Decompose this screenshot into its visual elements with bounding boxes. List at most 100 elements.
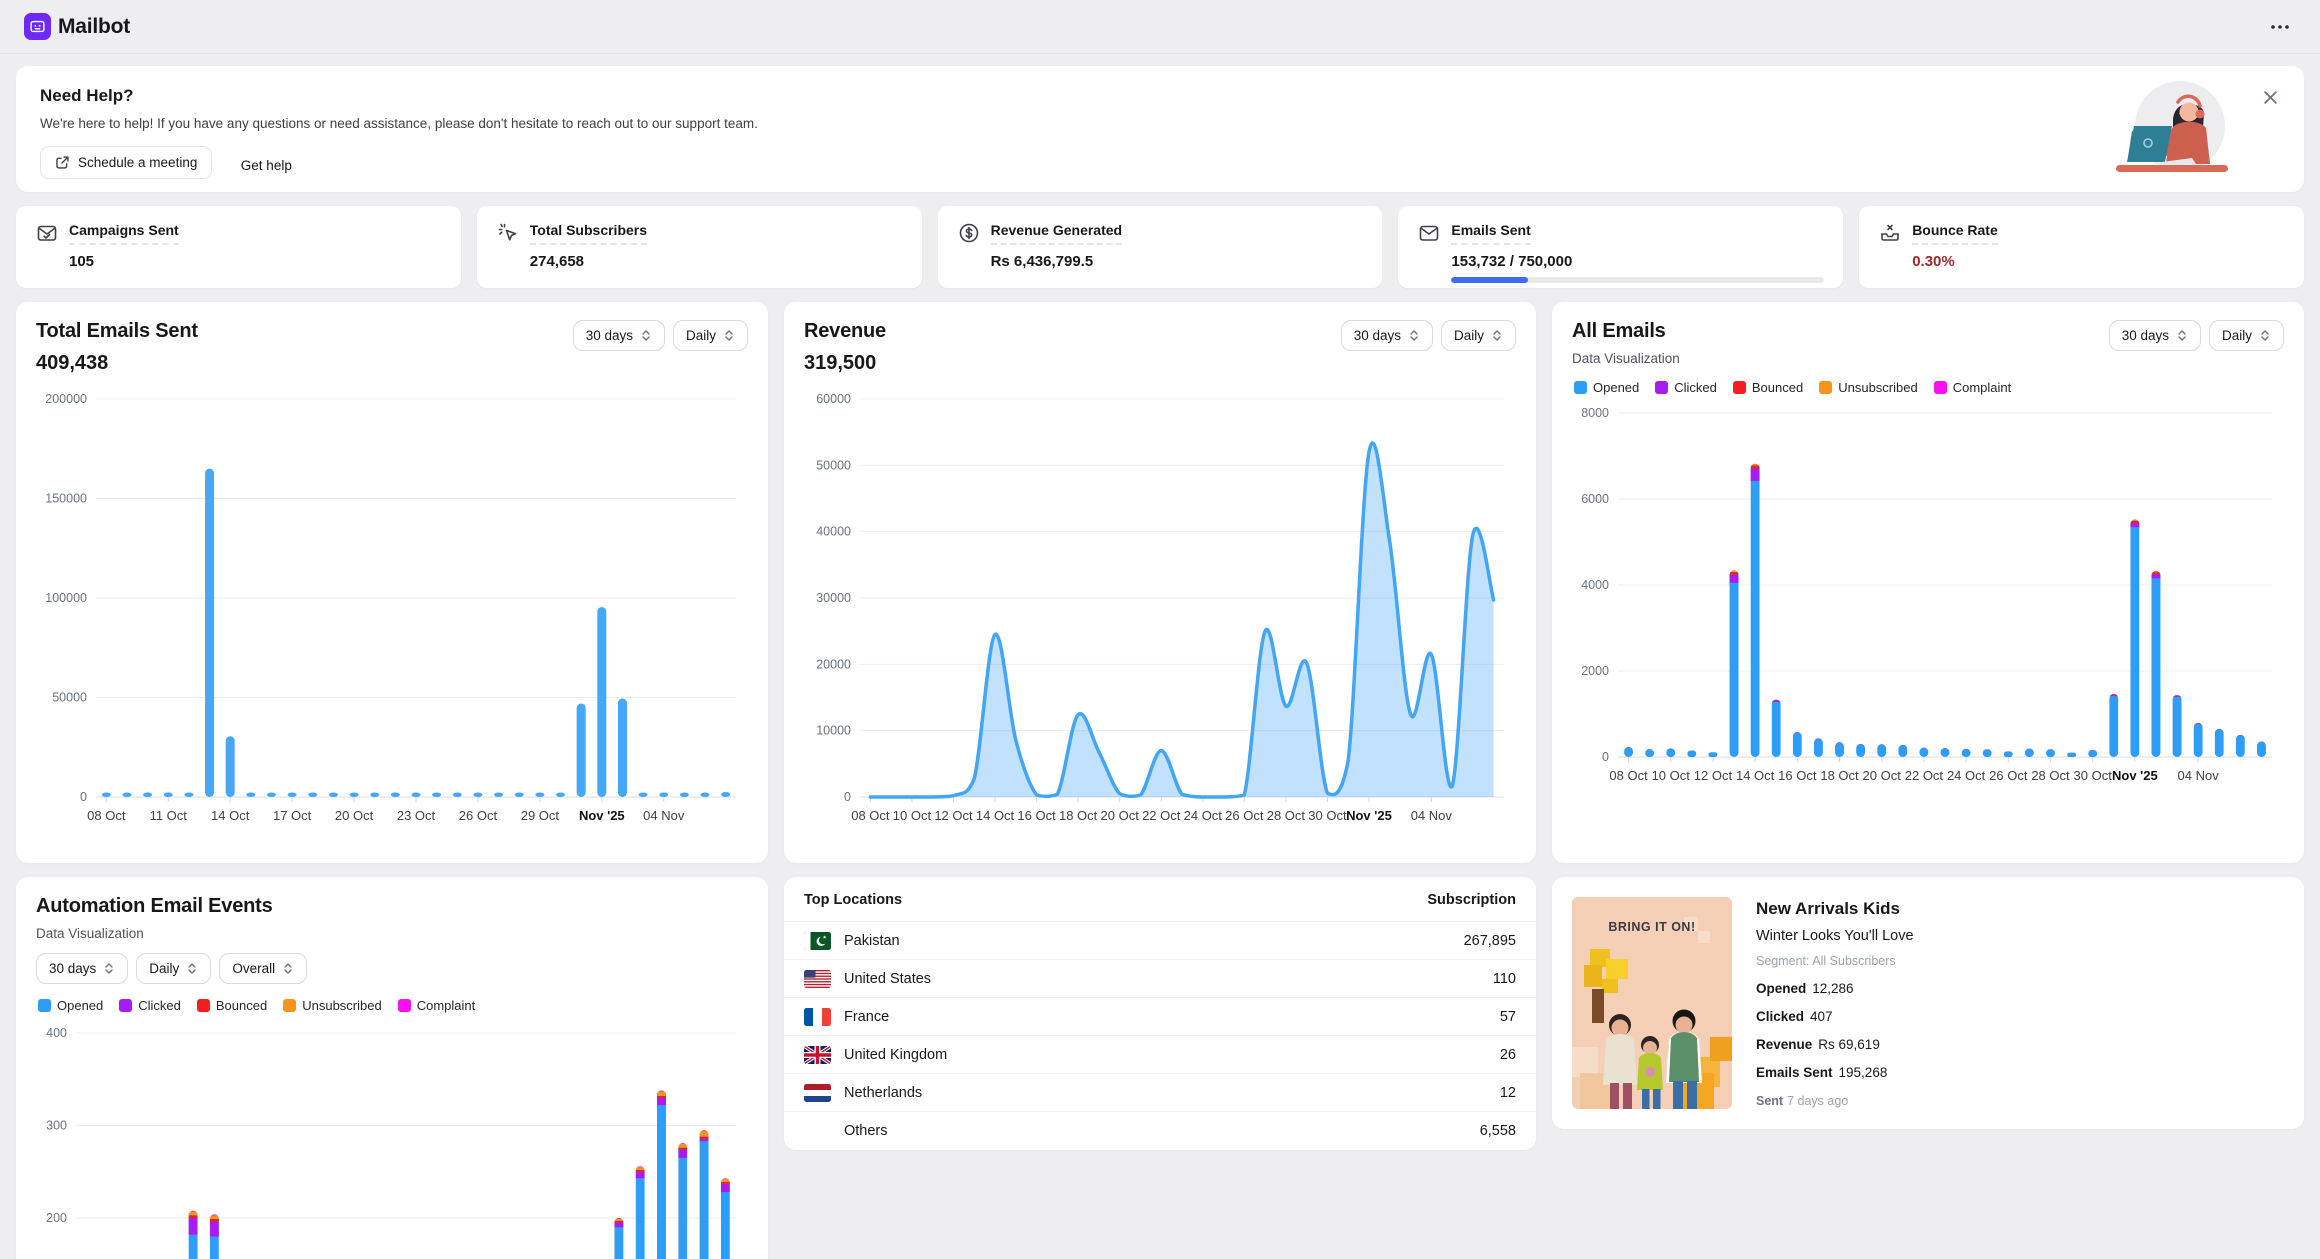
inbox-x-icon (1878, 221, 1902, 245)
svg-text:04 Nov: 04 Nov (643, 808, 685, 823)
stat-value: 153,732 / 750,000 (1451, 253, 1824, 270)
frequency-select[interactable]: Daily (2209, 320, 2284, 351)
subscription-count: 26 (1500, 1047, 1516, 1063)
frequency-select-value: Daily (686, 328, 716, 343)
svg-text:17 Oct: 17 Oct (273, 808, 312, 823)
location-row: Others 6,558 (784, 1112, 1536, 1150)
emails-sent-progress-fill (1451, 277, 1527, 283)
legend-item: Opened (38, 998, 103, 1013)
bottom-row: Automation Email Events Data Visualizati… (16, 877, 2304, 1259)
legend-swatch (1819, 381, 1832, 394)
legend-item: Unsubscribed (283, 998, 382, 1013)
legend-item: Complaint (1934, 380, 2012, 395)
stat-label: Bounce Rate (1912, 222, 1998, 245)
legend-item: Opened (1574, 380, 1639, 395)
country-name: France (844, 1009, 889, 1025)
panel-value: 409,438 (36, 352, 198, 375)
svg-text:14 Oct: 14 Oct (976, 808, 1015, 823)
svg-text:50000: 50000 (816, 458, 851, 472)
ellipsis-menu-icon[interactable] (2264, 18, 2296, 36)
range-select[interactable]: 30 days (573, 320, 665, 351)
svg-text:10000: 10000 (816, 724, 851, 738)
svg-text:60000: 60000 (816, 392, 851, 406)
legend-item: Bounced (1733, 380, 1803, 395)
help-banner-actions: Schedule a meeting Get help (40, 146, 2280, 181)
svg-text:30 Oct: 30 Oct (2074, 768, 2113, 783)
legend-swatch (197, 999, 210, 1012)
legend-item: Clicked (119, 998, 181, 1013)
svg-text:26 Oct: 26 Oct (1989, 768, 2028, 783)
stat-label: Total Subscribers (530, 222, 647, 245)
get-help-button[interactable]: Get help (225, 150, 308, 181)
panel-automation-email-events: Automation Email Events Data Visualizati… (16, 877, 768, 1259)
automation-events-chart: 010020030040008 Oct10 Oct12 Oct14 Oct16 … (36, 1019, 748, 1259)
country-name: Pakistan (844, 933, 900, 949)
location-row: Netherlands 12 (784, 1074, 1536, 1112)
chart-legend: OpenedClickedBouncedUnsubscribedComplain… (1574, 380, 2284, 395)
france-flag-icon (804, 1008, 831, 1026)
subscription-count: 12 (1500, 1085, 1516, 1101)
legend-swatch (119, 999, 132, 1012)
svg-text:100000: 100000 (45, 591, 87, 605)
svg-text:08 Oct: 08 Oct (851, 808, 890, 823)
stats-row: Campaigns Sent 105 Total Subscribers 274… (16, 206, 2304, 288)
chevron-updown-icon (282, 962, 294, 975)
top-locations-panel: Top Locations Subscription Pakistan 267,… (784, 877, 1536, 1150)
campaign-sent-time: Sent7 days ago (1756, 1094, 1914, 1108)
frequency-select[interactable]: Daily (673, 320, 748, 351)
stat-label: Emails Sent (1451, 222, 1530, 245)
svg-text:30 Oct: 30 Oct (1308, 808, 1347, 823)
frequency-select[interactable]: Daily (1441, 320, 1516, 351)
stat-value: 0.30% (1912, 253, 2285, 270)
close-icon (2263, 93, 2278, 108)
subscription-count: 267,895 (1464, 933, 1516, 949)
chevron-updown-icon (1408, 329, 1420, 342)
svg-text:30000: 30000 (816, 591, 851, 605)
chevron-updown-icon (2259, 329, 2271, 342)
range-select-value: 30 days (586, 328, 633, 343)
range-select[interactable]: 30 days (1341, 320, 1433, 351)
panel-title: Revenue (804, 320, 886, 343)
close-banner-button[interactable] (2259, 86, 2282, 109)
app-title: Mailbot (58, 15, 130, 39)
svg-text:0: 0 (1602, 750, 1609, 764)
scope-select[interactable]: Overall (219, 953, 307, 984)
svg-text:28 Oct: 28 Oct (1267, 808, 1306, 823)
stat-card-emails-sent: Emails Sent 153,732 / 750,000 (1398, 206, 1843, 288)
legend-item: Unsubscribed (1819, 380, 1918, 395)
stat-card-revenue-generated: Revenue Generated Rs 6,436,799.5 (938, 206, 1383, 288)
support-agent-illustration (2092, 76, 2242, 184)
chevron-updown-icon (1491, 329, 1503, 342)
legend-swatch (283, 999, 296, 1012)
svg-text:14 Oct: 14 Oct (211, 808, 250, 823)
emails-sent-progress-track (1451, 277, 1824, 283)
svg-text:14 Oct: 14 Oct (1736, 768, 1775, 783)
svg-text:29 Oct: 29 Oct (521, 808, 560, 823)
svg-text:20 Oct: 20 Oct (1863, 768, 1902, 783)
svg-text:22 Oct: 22 Oct (1905, 768, 1944, 783)
svg-text:2000: 2000 (1581, 664, 1609, 678)
legend-swatch (1655, 381, 1668, 394)
schedule-meeting-button[interactable]: Schedule a meeting (40, 146, 212, 179)
svg-text:08 Oct: 08 Oct (87, 808, 126, 823)
svg-text:04 Nov: 04 Nov (2178, 768, 2220, 783)
location-row: United States 110 (784, 960, 1536, 998)
legend-swatch (398, 999, 411, 1012)
svg-text:12 Oct: 12 Oct (934, 808, 973, 823)
country-name: Others (844, 1123, 888, 1139)
range-select[interactable]: 30 days (2109, 320, 2201, 351)
all-emails-chart: 0200040006000800008 Oct10 Oct12 Oct14 Oc… (1572, 401, 2284, 793)
svg-text:0: 0 (80, 790, 87, 804)
svg-text:18 Oct: 18 Oct (1059, 808, 1098, 823)
range-select[interactable]: 30 days (36, 953, 128, 984)
svg-text:28 Oct: 28 Oct (2031, 768, 2070, 783)
legend-swatch (38, 999, 51, 1012)
frequency-select[interactable]: Daily (136, 953, 211, 984)
country-name: United Kingdom (844, 1047, 947, 1063)
svg-text:26 Oct: 26 Oct (459, 808, 498, 823)
charts-row: Total Emails Sent 409,438 30 days Daily … (16, 302, 2304, 863)
country-name: Netherlands (844, 1085, 922, 1101)
chevron-updown-icon (186, 962, 198, 975)
no-flag-placeholder (804, 1122, 831, 1140)
svg-text:300: 300 (46, 1119, 67, 1133)
